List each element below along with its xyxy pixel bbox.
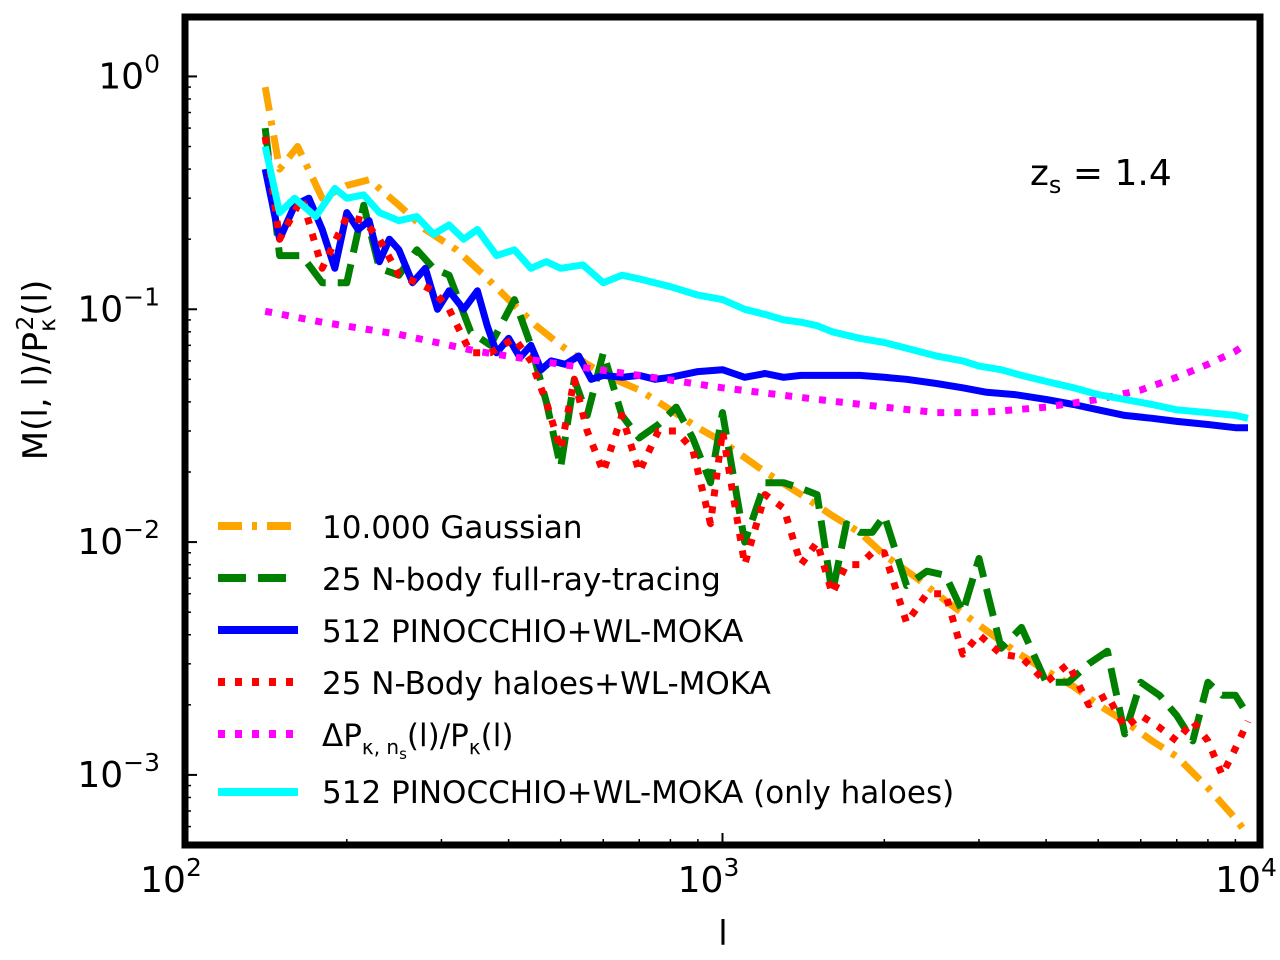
major-ticks <box>184 75 1261 845</box>
annotation-zs: zs = 1.4 <box>1030 153 1172 199</box>
legend-label-delta-p: ΔPκ, ns(l)/Pκ(l) <box>322 718 513 763</box>
series-line-1 <box>261 127 1251 745</box>
series-line-3 <box>261 136 1252 779</box>
series-line-0 <box>261 86 1251 838</box>
x-tick-label: 102 <box>140 853 202 901</box>
legend-label-nbody-raytracing: 25 N-body full-ray-tracing <box>322 562 721 598</box>
series-line-2 <box>261 168 1248 432</box>
series-line-4 <box>264 307 1251 417</box>
y-tick-label: 10−3 <box>77 748 160 796</box>
legend-label-pinocchio: 512 PINOCCHIO+WL-MOKA <box>322 614 743 650</box>
legend-label-nbody-haloes: 25 N-Body haloes+WL-MOKA <box>322 666 771 702</box>
x-axis-label: l <box>718 914 727 954</box>
legend: 10.000 Gaussian 25 N-body full-ray-traci… <box>218 510 954 811</box>
legend-label-gaussian: 10.000 Gaussian <box>322 510 583 546</box>
legend-label-pinocchio-only-haloes: 512 PINOCCHIO+WL-MOKA (only haloes) <box>322 775 954 811</box>
series-line-5 <box>261 145 1249 422</box>
x-tick-label: 104 <box>1215 853 1277 901</box>
x-tick-label: 103 <box>678 853 740 901</box>
y-tick-label: 10−2 <box>77 515 160 563</box>
series-layer <box>261 86 1252 838</box>
y-axis-label: M(l, l)/Pκ2(l) <box>13 280 61 461</box>
tick-labels: 102 103 104 10−3 10−2 10−1 100 <box>77 49 1277 901</box>
y-tick-label: 100 <box>98 49 160 97</box>
y-tick-label: 10−1 <box>77 282 160 330</box>
